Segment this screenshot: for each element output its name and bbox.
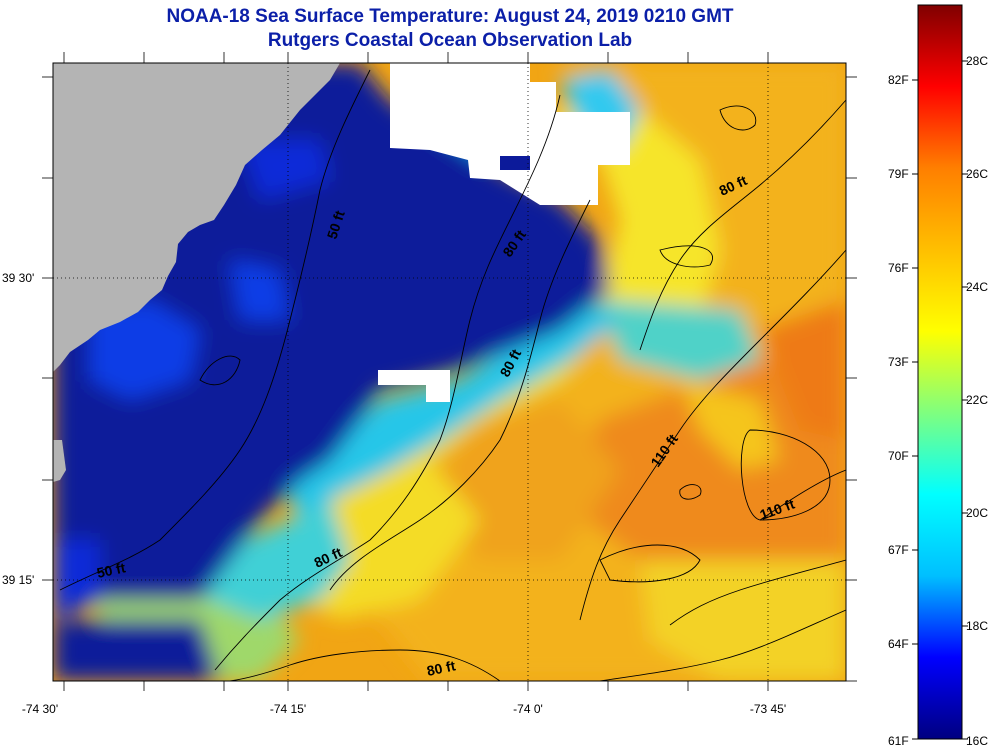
colorbar-c-label: 22C (966, 393, 988, 407)
colorbar-f-label: 70F (888, 449, 909, 463)
lon-label-74-15: -74 15' (270, 702, 306, 716)
lon-label-74-0: -74 0' (513, 702, 543, 716)
contour-label: 80 ft (425, 657, 457, 679)
colorbar-c-label: 16C (966, 734, 988, 748)
colorbar-f-label: 82F (888, 73, 909, 87)
lon-label-74-30: -74 30' (22, 702, 58, 716)
colorbar-f-label: 79F (888, 167, 909, 181)
contour-label: 50 ft (95, 559, 127, 581)
colorbar-c-label: 26C (966, 167, 988, 181)
colorbar-f-label: 76F (888, 261, 909, 275)
bathymetry-contours (59, 69, 846, 681)
colorbar-c-label: 28C (966, 54, 988, 68)
map-subtitle: Rutgers Coastal Ocean Observation Lab (267, 30, 633, 51)
colorbar-c-label: 20C (966, 506, 988, 520)
graticule (53, 63, 846, 681)
lat-label-39-15: 39 15' (2, 573, 34, 587)
colorbar-c-label: 18C (966, 619, 988, 633)
lat-label-39-30: 39 30' (2, 271, 34, 285)
colorbar-f-label: 73F (888, 355, 909, 369)
colorbar-f-label: 67F (888, 543, 909, 557)
land-mask (53, 63, 340, 372)
lon-label-73-45: -73 45' (750, 702, 786, 716)
sst-field (53, 63, 846, 681)
colorbar-f-label: 61F (888, 734, 909, 748)
cloud-mask (390, 63, 630, 205)
colorbar (917, 4, 963, 740)
colorbar-f-label: 64F (888, 637, 909, 651)
colorbar-c-label: 24C (966, 280, 988, 294)
map-title: NOAA-18 Sea Surface Temperature: August … (166, 6, 734, 27)
